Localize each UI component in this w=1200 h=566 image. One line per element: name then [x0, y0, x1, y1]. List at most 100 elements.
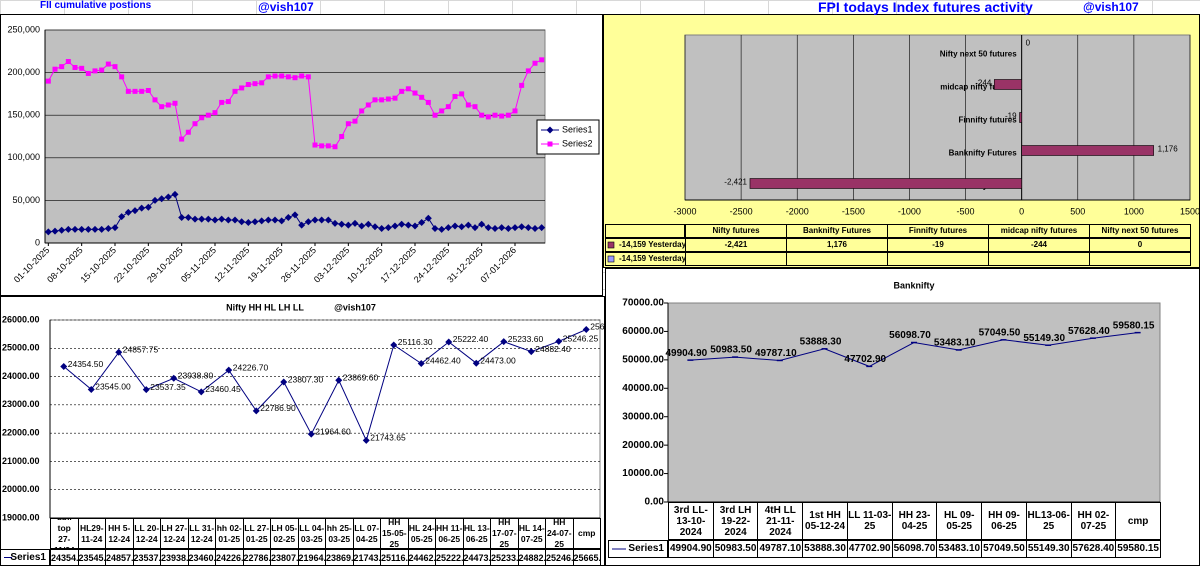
marker	[405, 86, 411, 92]
marker	[539, 57, 545, 63]
marker	[365, 102, 371, 108]
marker	[85, 70, 91, 76]
marker	[471, 224, 479, 232]
y-tick-label: 22000.00	[2, 428, 40, 438]
marker	[87, 385, 95, 393]
marker	[252, 407, 260, 415]
marker	[390, 341, 398, 349]
marker	[159, 104, 165, 110]
data-label: 23537.35	[150, 382, 186, 392]
marker	[99, 67, 105, 73]
marker	[418, 219, 426, 227]
marker	[352, 118, 358, 124]
marker	[318, 216, 326, 224]
marker	[411, 222, 419, 230]
data-label: 57049.50	[979, 327, 1021, 338]
data-label: 25246.25	[563, 334, 599, 344]
marker	[425, 99, 431, 105]
data-label: 23938.80	[178, 371, 214, 381]
marker	[278, 217, 286, 225]
category-label: Nifty next 50 futures	[940, 50, 1017, 59]
marker	[379, 97, 385, 103]
y-tick-label: 21000.00	[2, 456, 40, 466]
x-tick-label: -1000	[898, 206, 921, 216]
x-tick-label: 500	[1070, 206, 1085, 216]
data-label: 25233.60	[508, 334, 544, 344]
marker	[92, 68, 98, 74]
marker	[265, 74, 271, 80]
marker	[199, 115, 205, 121]
marker	[527, 348, 535, 356]
marker	[252, 81, 258, 87]
marker	[285, 74, 291, 80]
data-label: -19	[1005, 112, 1017, 121]
marker	[225, 366, 233, 374]
marker	[272, 73, 278, 79]
data-label: -2,421	[724, 178, 747, 187]
data-label: 24226.70	[233, 362, 269, 372]
data-label: 24462.40	[425, 356, 461, 366]
marker	[71, 225, 79, 233]
data-label: 56098.70	[889, 330, 931, 341]
marker	[185, 129, 191, 135]
marker	[284, 213, 292, 221]
y-tick-label: 50,000	[12, 195, 40, 205]
bar	[993, 79, 1022, 90]
data-label: 49787.10	[755, 348, 797, 359]
marker	[192, 121, 198, 127]
marker	[319, 143, 325, 149]
legend-label: Series2	[562, 138, 593, 148]
marker	[211, 216, 219, 224]
series-line	[63, 329, 587, 442]
marker	[524, 224, 532, 232]
marker	[399, 88, 405, 94]
marker	[111, 224, 119, 232]
marker	[152, 97, 158, 103]
y-tick-label: 19000.00	[2, 512, 40, 522]
marker	[419, 94, 425, 100]
data-label: 24354.50	[68, 359, 104, 369]
marker	[444, 224, 452, 232]
marker	[112, 64, 118, 70]
data-label: -244	[975, 79, 992, 88]
marker	[546, 126, 554, 134]
marker	[144, 203, 152, 211]
data-label: 24857.75	[123, 345, 159, 355]
marker	[259, 80, 265, 86]
y-tick-label: 60000.00	[622, 326, 664, 337]
y-tick-label: 50000.00	[622, 354, 664, 365]
marker	[45, 78, 51, 84]
marker	[472, 104, 478, 110]
marker	[271, 216, 279, 224]
marker	[451, 222, 459, 230]
marker	[198, 215, 206, 223]
marker	[492, 112, 498, 118]
bar	[749, 178, 1022, 189]
marker	[459, 91, 465, 97]
marker	[125, 88, 131, 94]
marker	[484, 224, 492, 232]
marker	[445, 338, 453, 346]
marker	[172, 100, 178, 106]
x-tick-label: -1500	[842, 206, 865, 216]
marker	[351, 219, 359, 227]
marker	[119, 74, 125, 80]
data-label: 21964.60	[315, 426, 351, 436]
marker	[485, 114, 491, 120]
marker	[555, 337, 563, 345]
x-tick-label: 1500	[1180, 206, 1200, 216]
marker	[299, 73, 305, 79]
marker	[499, 113, 505, 119]
y-tick-label: 70000.00	[622, 298, 664, 309]
marker	[165, 102, 171, 108]
marker	[64, 225, 72, 233]
marker	[178, 213, 186, 221]
marker	[225, 99, 231, 105]
marker	[151, 196, 159, 204]
marker	[404, 221, 412, 229]
marker	[531, 225, 539, 233]
y-tick-label: 10000.00	[622, 468, 664, 479]
chart-title: Banknifty	[893, 280, 934, 290]
marker	[258, 217, 266, 225]
data-label: 59580.15	[1113, 320, 1155, 331]
